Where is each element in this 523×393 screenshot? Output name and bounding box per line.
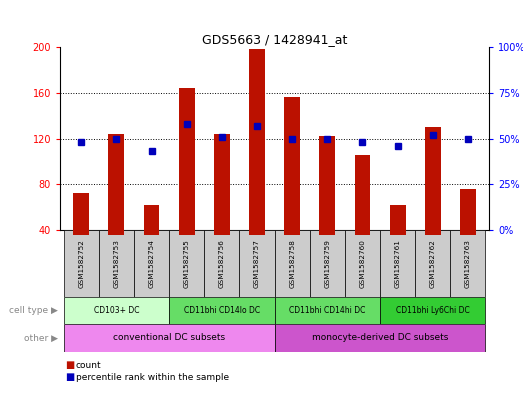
Bar bbox=[380, 297, 485, 324]
Text: percentile rank within the sample: percentile rank within the sample bbox=[76, 373, 229, 382]
Text: ■: ■ bbox=[65, 360, 75, 371]
Bar bbox=[390, 205, 405, 230]
Bar bbox=[169, 230, 204, 297]
Bar bbox=[275, 297, 380, 324]
Text: GSM1582753: GSM1582753 bbox=[113, 239, 119, 288]
Bar bbox=[415, 230, 450, 297]
Text: GSM1582752: GSM1582752 bbox=[78, 239, 84, 288]
Bar bbox=[380, 230, 415, 297]
Bar bbox=[320, 230, 335, 235]
Text: CD11bhi Ly6Chi DC: CD11bhi Ly6Chi DC bbox=[396, 306, 470, 315]
Bar bbox=[64, 297, 169, 324]
Bar bbox=[204, 230, 240, 297]
Bar bbox=[249, 50, 265, 230]
Text: GSM1582759: GSM1582759 bbox=[324, 239, 331, 288]
Text: ■: ■ bbox=[65, 372, 75, 382]
Bar bbox=[320, 136, 335, 230]
Text: GSM1582754: GSM1582754 bbox=[149, 239, 154, 288]
Bar bbox=[425, 230, 441, 235]
Text: CD11bhi CD14lo DC: CD11bhi CD14lo DC bbox=[184, 306, 260, 315]
Bar bbox=[249, 230, 265, 235]
Bar bbox=[64, 230, 99, 297]
Bar bbox=[460, 230, 476, 235]
Text: GSM1582758: GSM1582758 bbox=[289, 239, 295, 288]
Bar bbox=[108, 134, 124, 230]
Text: count: count bbox=[76, 361, 101, 370]
Text: CD103+ DC: CD103+ DC bbox=[94, 306, 139, 315]
Text: GSM1582755: GSM1582755 bbox=[184, 239, 190, 288]
Text: GSM1582756: GSM1582756 bbox=[219, 239, 225, 288]
Bar bbox=[64, 324, 275, 352]
Bar bbox=[240, 230, 275, 297]
Bar bbox=[310, 230, 345, 297]
Text: GSM1582760: GSM1582760 bbox=[359, 239, 366, 288]
Bar bbox=[284, 97, 300, 230]
Text: GSM1582762: GSM1582762 bbox=[430, 239, 436, 288]
Bar bbox=[355, 154, 370, 230]
Text: GSM1582763: GSM1582763 bbox=[465, 239, 471, 288]
Bar bbox=[179, 88, 195, 230]
Bar bbox=[73, 230, 89, 235]
Text: cell type ▶: cell type ▶ bbox=[9, 306, 58, 315]
Bar bbox=[214, 230, 230, 235]
Bar bbox=[460, 189, 476, 230]
Bar bbox=[390, 230, 405, 235]
Bar bbox=[99, 230, 134, 297]
Bar bbox=[134, 230, 169, 297]
Bar bbox=[355, 230, 370, 235]
Text: CD11bhi CD14hi DC: CD11bhi CD14hi DC bbox=[289, 306, 366, 315]
Bar bbox=[275, 230, 310, 297]
Title: GDS5663 / 1428941_at: GDS5663 / 1428941_at bbox=[202, 33, 347, 46]
Bar bbox=[144, 205, 160, 230]
Bar bbox=[144, 230, 160, 235]
Text: monocyte-derived DC subsets: monocyte-derived DC subsets bbox=[312, 334, 448, 342]
Bar bbox=[284, 230, 300, 235]
Bar bbox=[214, 134, 230, 230]
Bar bbox=[450, 230, 485, 297]
Bar bbox=[179, 230, 195, 235]
Bar bbox=[345, 230, 380, 297]
Bar bbox=[275, 324, 485, 352]
Text: other ▶: other ▶ bbox=[24, 334, 58, 342]
Text: conventional DC subsets: conventional DC subsets bbox=[113, 334, 225, 342]
Text: GSM1582757: GSM1582757 bbox=[254, 239, 260, 288]
Bar bbox=[425, 127, 441, 230]
Bar bbox=[108, 230, 124, 235]
Bar bbox=[169, 297, 275, 324]
Bar bbox=[73, 193, 89, 230]
Text: GSM1582761: GSM1582761 bbox=[395, 239, 401, 288]
